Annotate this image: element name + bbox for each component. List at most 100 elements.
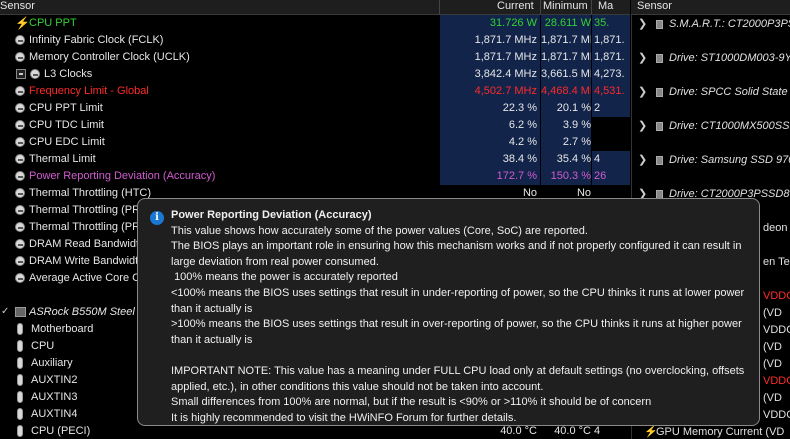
sensor-name: AUXTIN3 [31, 391, 78, 403]
sensor-row[interactable]: AUXTIN3 [0, 389, 630, 406]
chevron-right-icon[interactable]: ❯ [638, 18, 648, 30]
right-sensor-row[interactable]: VDDC [632, 288, 790, 305]
sensor-row[interactable]: DRAM Read Bandwidth [0, 236, 630, 253]
right-column-header: Sensor [631, 0, 790, 15]
right-sensor-row[interactable]: ❯ Drive: SPCC Solid State D [632, 84, 790, 101]
sensor-value-min: 1,871.7 MHz [541, 49, 591, 66]
sensor-row[interactable]: AUXTIN2 [0, 372, 630, 389]
sensor-value-min: 2.7 % [541, 134, 591, 151]
sensor-value-max: 4,531. [592, 83, 630, 100]
sensor-name: Frequency Limit - Global [29, 85, 149, 97]
chevron-right-icon[interactable]: ❯ [638, 188, 648, 200]
sensor-group-row[interactable]: ✓ ASRock B550M Steel Le [0, 304, 630, 321]
right-sensor-label: Drive: Samsung SSD 970 [669, 154, 790, 166]
column-divider[interactable] [439, 0, 440, 14]
right-sensor-row[interactable]: GPU Memory Current (VD ⚡ [632, 424, 790, 439]
right-sensor-label: (VD [763, 358, 782, 370]
column-header: Sensor Current Minimum Ma [0, 0, 630, 15]
right-sensor-row[interactable]: VDDC [632, 373, 790, 390]
right-sensor-label: en Te [763, 256, 790, 268]
column-divider[interactable] [591, 0, 592, 14]
sensor-row[interactable]: Average Active Core C [0, 270, 630, 287]
sensor-row[interactable]: Memory Controller Clock (UCLK) 1,871.7 MH… [0, 49, 630, 66]
right-sensor-row[interactable]: (VD [632, 339, 790, 356]
clock-icon [30, 69, 40, 79]
drive-icon [656, 122, 663, 131]
sensor-name: Thermal Throttling (HTC) [29, 187, 152, 199]
tooltip-title: Power Reporting Deviation (Accuracy) [171, 209, 372, 221]
sensor-row[interactable]: Thermal Throttling (PRC [0, 202, 630, 219]
chevron-right-icon[interactable]: ❯ [638, 52, 648, 64]
chevron-right-icon[interactable]: ❯ [638, 86, 648, 98]
clock-icon [15, 35, 25, 45]
tooltip-line: The BIOS plays an important role in ensu… [171, 240, 745, 268]
thermometer-icon [17, 408, 23, 420]
sensor-table: ⚡ CPU PPT 31.726 W 28.611 W 35. Infinity Fabr… [0, 15, 630, 439]
clock-icon [15, 137, 25, 147]
clock-icon [15, 86, 25, 96]
sensor-row[interactable]: DRAM Write Bandwidth [0, 253, 630, 270]
right-sensor-row[interactable]: VDDCR [632, 322, 790, 339]
sensor-name: DRAM Read Bandwidth [29, 238, 146, 250]
sensor-row[interactable]: Thermal Limit 38.4 % 35.4 % 4 [0, 151, 630, 168]
chevron-right-icon[interactable]: ❯ [638, 120, 648, 132]
right-sensor-row[interactable]: (VD [632, 390, 790, 407]
sensor-value-min: No [576, 187, 591, 199]
sensor-value-cur: 40.0 °C [500, 425, 537, 437]
header-sensor[interactable]: Sensor [0, 0, 35, 12]
sensor-row[interactable]: Thermal Throttling (HTC) No No [0, 185, 630, 202]
sensor-row[interactable]: CPU [0, 338, 630, 355]
clock-icon [15, 222, 25, 232]
sensor-row[interactable]: Auxiliary [0, 355, 630, 372]
tooltip-line [171, 348, 749, 364]
right-sensor-row[interactable]: en Te [632, 254, 790, 271]
sensor-name: AUXTIN2 [31, 374, 78, 386]
right-sensor-row[interactable]: ❯ Drive: ST1000DM003-9YN [632, 50, 790, 67]
right-sensor-row[interactable]: ❯ Drive: Samsung SSD 970 [632, 152, 790, 169]
right-sensor-label: deon I [763, 222, 790, 234]
sensor-value-min: 3,661.5 MHz [541, 66, 591, 83]
column-divider[interactable] [540, 0, 541, 14]
right-sensor-label: (VD [763, 392, 782, 404]
sensor-name: Motherboard [31, 323, 94, 335]
sensor-row[interactable]: CPU PPT Limit 22.3 % 20.1 % 2 [0, 100, 630, 117]
right-sensor-label: GPU Memory Current (VD [656, 426, 785, 438]
sensor-row[interactable]: Thermal Throttling (PRC [0, 219, 630, 236]
sensor-value-max: 2 [592, 100, 630, 117]
sensor-row[interactable]: ⚡ CPU PPT 31.726 W 28.611 W 35. [0, 15, 630, 32]
sensor-row[interactable]: Frequency Limit - Global 4,502.7 MHz 4,468… [0, 83, 630, 100]
lightning-icon: ⚡ [644, 426, 658, 438]
header-maximum[interactable]: Ma [598, 0, 614, 12]
header-current[interactable]: Current [497, 0, 534, 12]
sensor-value-min: 150.3 % [541, 168, 591, 185]
sensor-row[interactable]: CPU TDC Limit 6.2 % 3.9 % [0, 117, 630, 134]
sensor-row[interactable]: Infinity Fabric Clock (FCLK) 1,871.7 MHz 1… [0, 32, 630, 49]
right-sensor-row[interactable]: (VD [632, 356, 790, 373]
sensor-value-min: 1,871.7 MHz [541, 32, 591, 49]
sensor-row[interactable]: CPU EDC Limit 4.2 % 2.7 % [0, 134, 630, 151]
right-sensor-label: Drive: ST1000DM003-9YN [669, 52, 790, 64]
clock-icon [15, 154, 25, 164]
check-icon[interactable]: ✓ [1, 306, 10, 317]
tooltip-line: >100% means the BIOS uses settings that … [171, 318, 745, 346]
chevron-right-icon[interactable]: ❯ [638, 154, 648, 166]
header-right-sensor[interactable]: Sensor [637, 0, 672, 12]
sensor-name: Power Reporting Deviation (Accuracy) [29, 170, 216, 182]
right-sensor-row[interactable]: (VD [632, 305, 790, 322]
right-sensor-label: VDDCR [763, 409, 790, 421]
sensor-value-min: 35.4 % [541, 151, 591, 168]
right-sensor-label: VDDC [763, 290, 790, 302]
sensor-row[interactable]: Motherboard [0, 321, 630, 338]
right-sensor-row[interactable]: ❯ S.M.A.R.T.: CT2000P3PSS [632, 16, 790, 33]
collapse-icon[interactable] [16, 69, 26, 79]
sensor-row[interactable]: Power Reporting Deviation (Accuracy) 172.… [0, 168, 630, 185]
sensor-row[interactable]: CPU (PECI) 40.0 °C 40.0 °C 4 [0, 423, 630, 439]
right-sensor-row[interactable]: ❯ Drive: CT1000MX500SSD [632, 118, 790, 135]
sensor-value-min: 40.0 °C [554, 425, 591, 437]
right-sensor-row[interactable]: VDDCR [632, 407, 790, 424]
right-sensor-row[interactable]: deon I [632, 220, 790, 237]
header-minimum[interactable]: Minimum [543, 0, 588, 12]
sensor-value-cur: 31.726 W [440, 15, 540, 32]
sensor-row[interactable]: AUXTIN4 [0, 406, 630, 423]
